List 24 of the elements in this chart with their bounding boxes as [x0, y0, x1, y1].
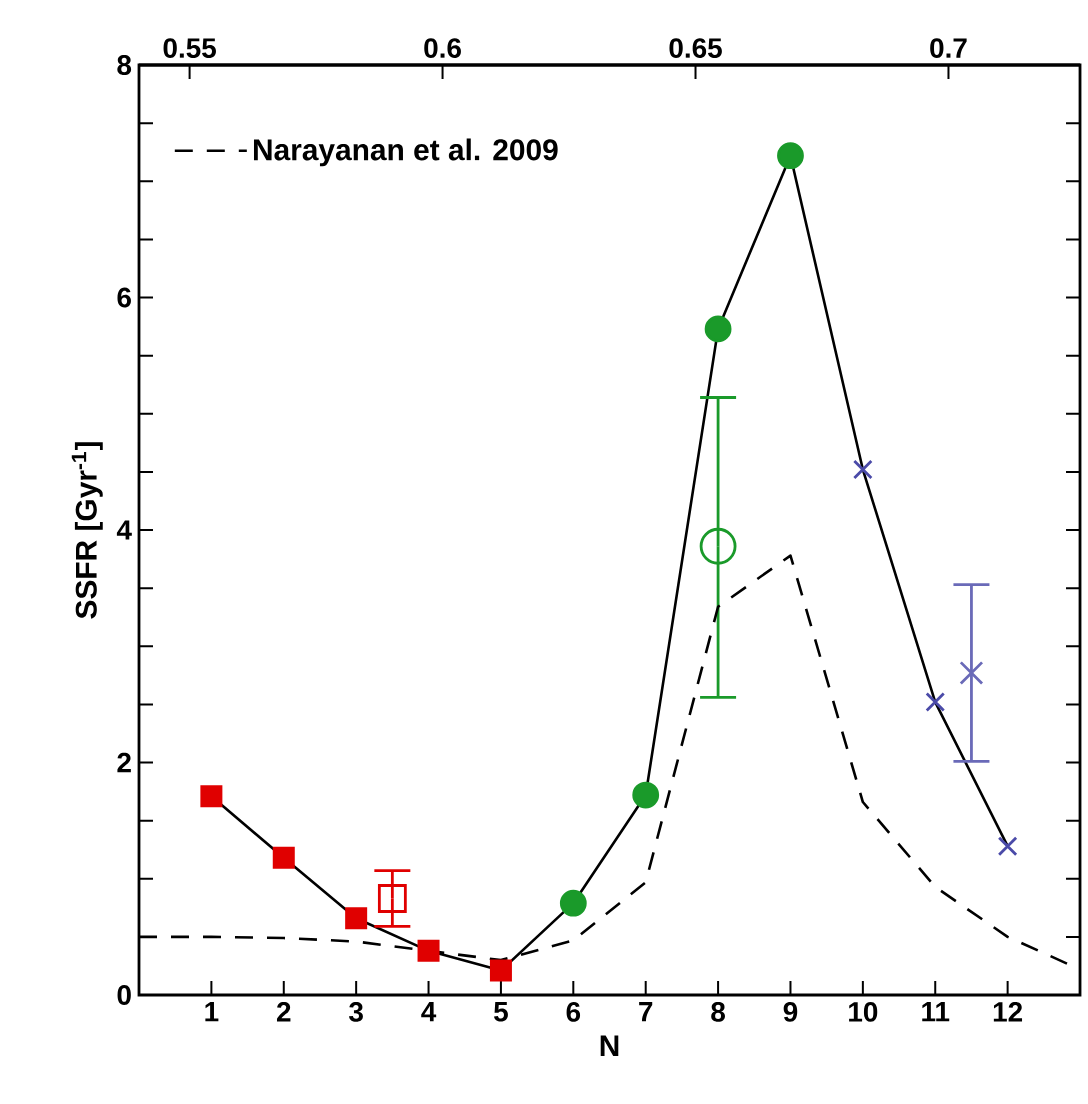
x-tick-label: 12: [993, 1002, 1023, 1022]
x-tick-label: 4: [421, 1002, 437, 1022]
y-tick-label: 0: [117, 985, 131, 1005]
legend-label: Narayanan et al. 2009: [253, 138, 558, 167]
x-tick-label: 10: [849, 1002, 878, 1022]
x-tick-label: 1: [205, 1002, 219, 1022]
x-tick-label: 3: [349, 1002, 363, 1022]
x-axis-title: N: [600, 1035, 619, 1057]
x-tick-label: 6: [566, 1002, 581, 1022]
x2-tick-label: 0.7: [930, 38, 967, 58]
x-tick-label: 5: [494, 1002, 508, 1022]
x-tick-label: 2: [276, 1002, 291, 1022]
y-tick-label: 2: [117, 752, 131, 773]
x-tick-label: 11: [922, 1002, 950, 1022]
y-tick-label: 4: [116, 520, 132, 540]
x-tick-label: 8: [711, 1002, 725, 1022]
y-tick-label: 8: [117, 55, 132, 75]
x-tick-label: 9: [783, 1002, 798, 1022]
y-axis-title: SSFR [Gyr$^{-1}$]: [71, 442, 103, 619]
x-tick-label: 7: [639, 1002, 653, 1022]
x2-tick-label: 0.65: [669, 38, 722, 58]
y-tick-label: 6: [117, 287, 131, 308]
x2-tick-label: 0.55: [163, 38, 216, 58]
x2-tick-label: 0.6: [424, 38, 461, 58]
